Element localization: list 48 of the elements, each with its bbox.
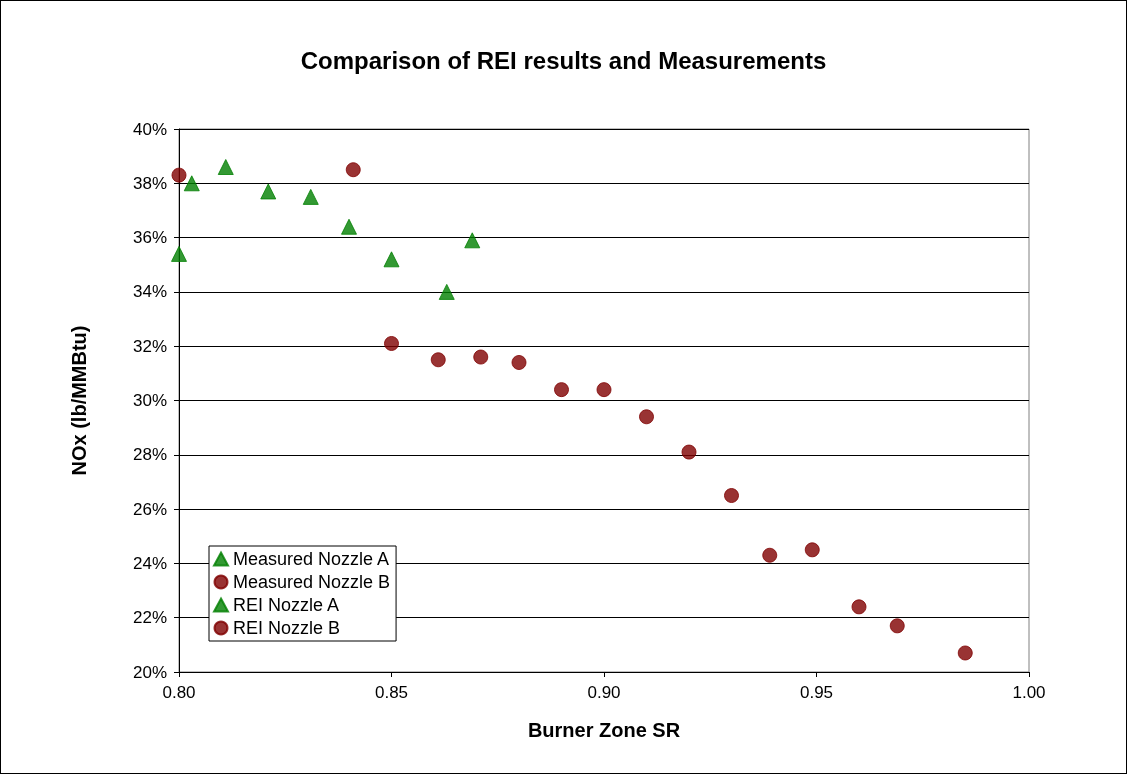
point [341,218,357,235]
point [302,188,319,205]
point [217,159,234,176]
point [639,409,654,425]
y-axis-title: NOx (lb/MMBtu) [68,325,90,476]
x-tick-label: 0.80 [162,683,196,702]
y-tick-label: 20% [132,662,167,682]
y-tick-label: 22% [132,608,167,628]
point [554,382,569,398]
point [957,645,973,661]
legend-label: REI Nozzle B [233,618,341,638]
y-tick-label: 32% [132,336,167,356]
y-tick-label: 28% [132,445,167,465]
point [183,175,200,192]
point [762,547,778,563]
y-tick-label: 30% [132,391,167,410]
point [724,488,739,504]
point [260,183,277,200]
point [383,251,400,268]
point [889,618,905,634]
x-tick-label: 0.90 [587,683,621,702]
point [464,232,481,249]
point [171,245,187,262]
y-tick-label: 38% [132,173,167,193]
point [804,542,820,558]
legend-label: Measured Nozzle B [233,572,391,592]
y-tick-label: 36% [132,228,167,248]
x-tick-label: 0.95 [799,683,834,702]
point [171,167,187,183]
y-tick-label: 24% [132,553,167,573]
point [681,444,697,460]
y-tick-label: 40% [132,119,167,139]
x-tick-label: 1.00 [1012,683,1046,702]
y-tick-label: 26% [132,499,167,519]
point [430,352,446,368]
point [851,599,867,615]
legend-label: Measured Nozzle A [233,549,390,569]
chart-title: Comparison of REI results and Measurements [300,46,827,74]
y-tick-label: 34% [132,282,167,302]
point [345,162,361,178]
point [438,283,455,300]
point [473,349,489,365]
legend-label: REI Nozzle A [233,595,340,615]
point [596,382,612,398]
point [384,335,399,351]
x-axis-title: Burner Zone SR [527,719,681,741]
point [511,354,527,370]
x-tick-label: 0.85 [374,683,409,702]
